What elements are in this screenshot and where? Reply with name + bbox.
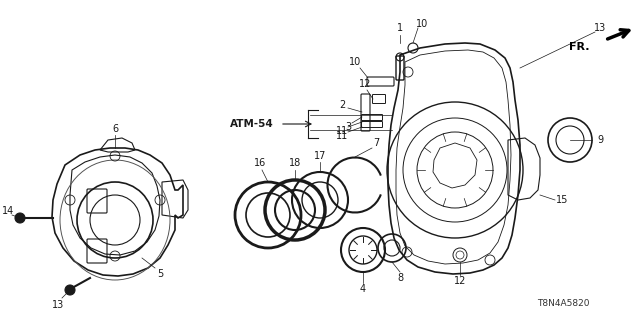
Text: 10: 10 [349, 57, 361, 67]
Text: T8N4A5820: T8N4A5820 [538, 299, 590, 308]
Text: 13: 13 [52, 300, 64, 310]
Text: FR.: FR. [570, 42, 590, 52]
Circle shape [65, 285, 75, 295]
Text: 17: 17 [314, 151, 326, 161]
Text: ATM-54: ATM-54 [230, 119, 274, 129]
Text: 11: 11 [336, 126, 348, 136]
Circle shape [15, 213, 25, 223]
Text: 18: 18 [289, 158, 301, 168]
Text: 4: 4 [360, 284, 366, 294]
Text: 9: 9 [597, 135, 603, 145]
Text: 6: 6 [112, 124, 118, 134]
Text: 7: 7 [373, 138, 379, 148]
Text: 12: 12 [359, 79, 371, 89]
Text: 11: 11 [336, 131, 348, 141]
Text: 14: 14 [2, 206, 14, 216]
Text: 13: 13 [594, 23, 606, 33]
Text: 12: 12 [454, 276, 466, 286]
Text: 1: 1 [397, 23, 403, 33]
Text: 10: 10 [416, 19, 428, 29]
Text: 16: 16 [254, 158, 266, 168]
Text: 2: 2 [339, 100, 345, 110]
Text: 3: 3 [345, 122, 351, 132]
Text: 8: 8 [397, 273, 403, 283]
Text: 15: 15 [556, 195, 568, 205]
Text: 5: 5 [157, 269, 163, 279]
